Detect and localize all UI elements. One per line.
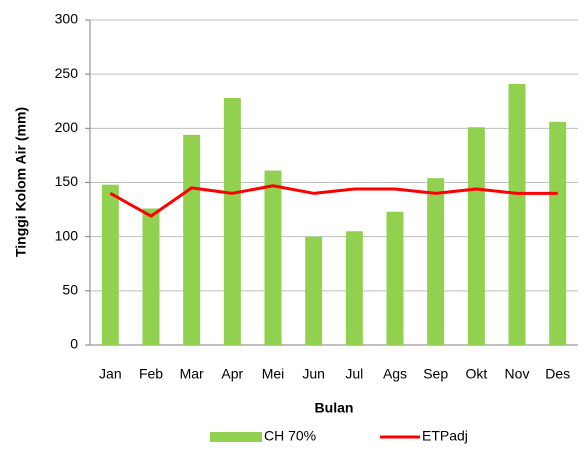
line [109, 184, 558, 218]
bar [508, 83, 526, 346]
x-tick-label: Nov [505, 366, 530, 382]
y-tick-label: 0 [70, 336, 78, 352]
bar [345, 231, 363, 345]
y-tick-label: 250 [55, 65, 79, 81]
legend-label: CH 70% [264, 428, 316, 444]
x-tick-label: Jul [345, 366, 363, 382]
bar [427, 178, 445, 345]
x-tick-label: Okt [465, 366, 487, 382]
bar [386, 211, 404, 345]
x-tick-label: Jan [99, 366, 122, 382]
y-tick-label: 100 [55, 227, 79, 243]
x-tick-label: Sep [423, 366, 448, 382]
y-tick-label: 200 [55, 119, 79, 135]
x-axis-title: Bulan [315, 400, 354, 416]
y-tick-label: 300 [55, 11, 79, 27]
bar [549, 121, 567, 345]
bar [101, 184, 119, 345]
x-tick-label: Jun [302, 366, 325, 382]
bar [183, 134, 201, 345]
x-tick-label: Des [545, 366, 570, 382]
bar [223, 98, 241, 345]
legend-swatch [210, 432, 262, 442]
y-tick-label: 50 [62, 282, 78, 298]
x-tick-label: Mar [180, 366, 204, 382]
y-tick-label: 150 [55, 173, 79, 189]
bar [305, 236, 323, 345]
x-tick-label: Apr [221, 366, 243, 382]
y-axis-title: Tinggi Kolom Air (mm) [13, 107, 29, 257]
bar [467, 127, 485, 345]
bar [142, 208, 160, 345]
legend-label: ETPadj [422, 428, 468, 444]
x-tick-label: Ags [383, 366, 407, 382]
x-tick-label: Feb [139, 366, 163, 382]
x-tick-label: Mei [262, 366, 285, 382]
bar [264, 170, 282, 345]
